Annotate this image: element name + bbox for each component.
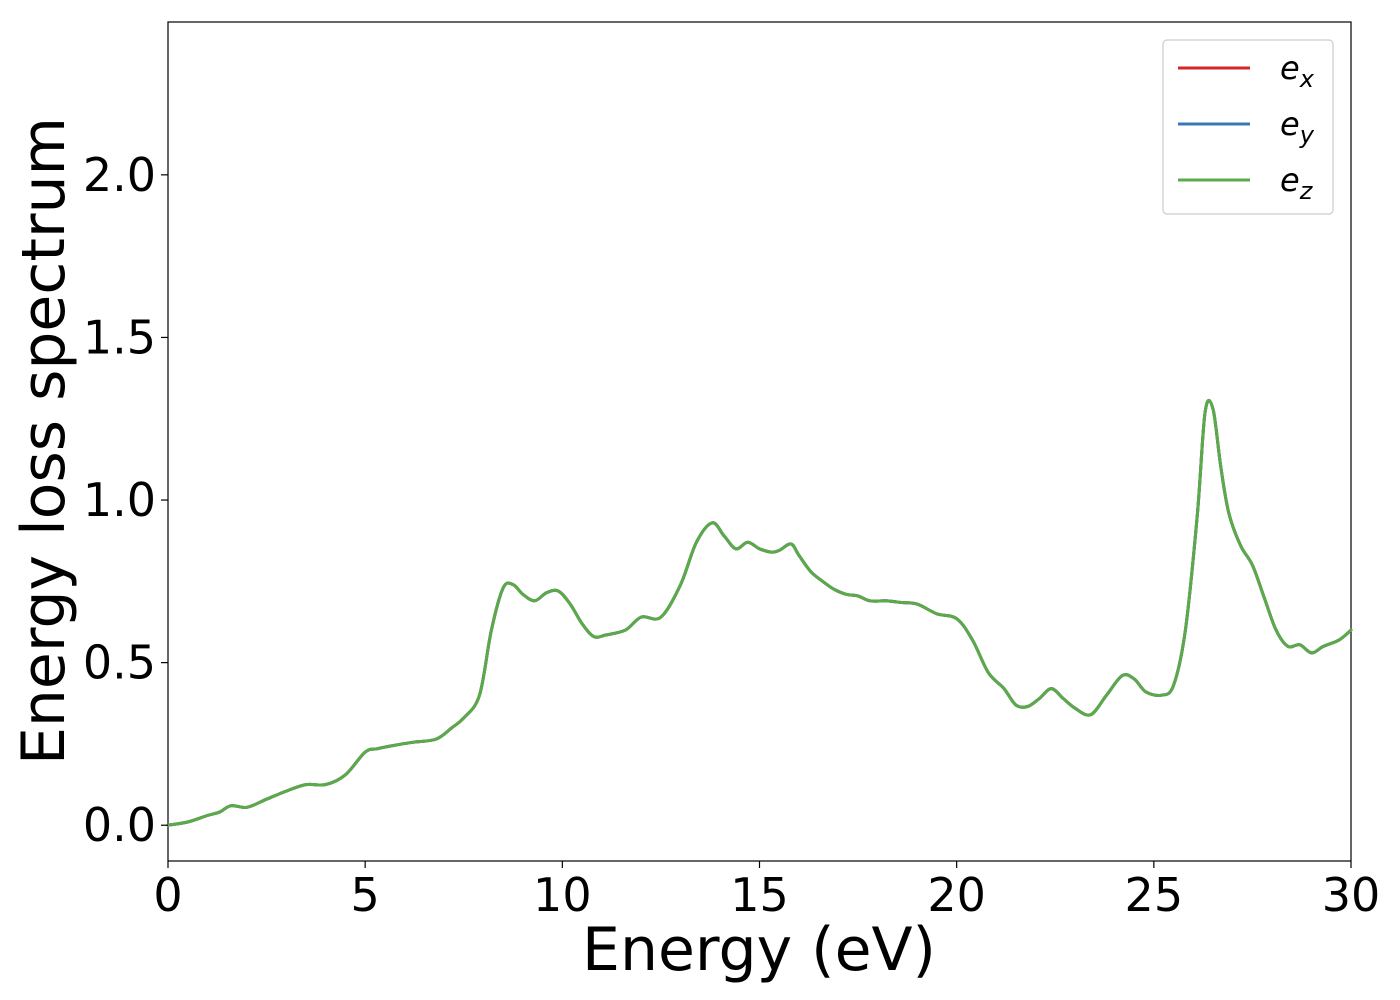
plot-frame: [167, 21, 1352, 862]
series-line-ez: [166, 398, 1353, 827]
legend-label: ez: [1280, 161, 1314, 205]
legend-label-subscript: z: [1299, 177, 1314, 205]
x-tick-label: 5: [351, 868, 380, 922]
x-axis-ticks: 0 5 10 15 20 25 30: [153, 861, 1380, 922]
legend-box: [1162, 39, 1334, 215]
plot-area: [166, 21, 1353, 862]
legend-label-subscript: y: [1299, 121, 1315, 149]
x-tick-label: 10: [533, 868, 592, 922]
y-tick-label: 1.0: [83, 473, 156, 527]
x-tick-label: 30: [1322, 868, 1381, 922]
y-tick-label: 1.5: [83, 310, 156, 364]
legend-label-base: e: [1280, 49, 1300, 87]
x-tick-label: 15: [730, 868, 789, 922]
legend-label: ex: [1280, 49, 1315, 93]
legend-label-subscript: x: [1299, 65, 1315, 93]
y-tick-label: 2.0: [83, 148, 156, 202]
x-axis-title: Energy (eV): [582, 915, 936, 985]
legend-label-base: e: [1280, 105, 1300, 143]
y-tick-label: 0.5: [83, 636, 156, 690]
x-tick-label: 0: [153, 868, 182, 922]
legend-label-base: e: [1280, 161, 1300, 199]
x-tick-label: 25: [1125, 868, 1184, 922]
x-tick-label: 20: [927, 868, 986, 922]
y-axis-title: Energy loss spectrum: [9, 117, 79, 765]
y-axis-ticks: 0.0 0.5 1.0 1.5 2.0: [83, 148, 168, 852]
y-tick-label: 0.0: [83, 798, 156, 852]
legend-label: ey: [1280, 105, 1315, 149]
series-layer: [166, 398, 1353, 827]
